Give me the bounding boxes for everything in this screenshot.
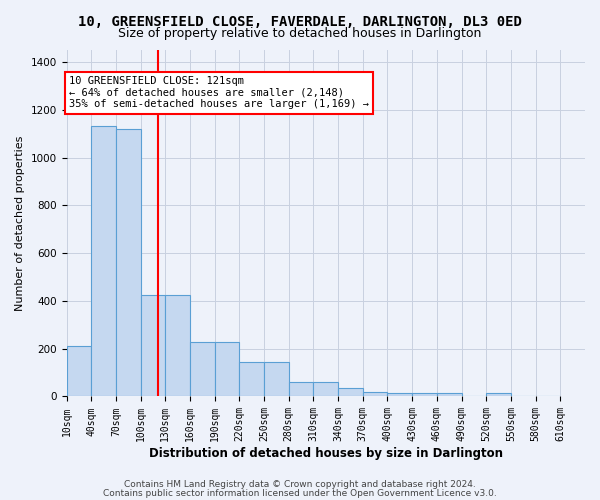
Bar xyxy=(388,393,412,396)
Bar xyxy=(289,382,313,396)
Bar xyxy=(140,295,165,396)
Text: 10, GREENSFIELD CLOSE, FAVERDALE, DARLINGTON, DL3 0ED: 10, GREENSFIELD CLOSE, FAVERDALE, DARLIN… xyxy=(78,15,522,29)
Bar xyxy=(165,295,190,396)
Y-axis label: Number of detached properties: Number of detached properties xyxy=(15,136,25,311)
Bar xyxy=(190,342,215,396)
Text: Contains HM Land Registry data © Crown copyright and database right 2024.: Contains HM Land Registry data © Crown c… xyxy=(124,480,476,489)
Text: Contains public sector information licensed under the Open Government Licence v3: Contains public sector information licen… xyxy=(103,488,497,498)
Bar xyxy=(363,392,388,396)
Text: 10 GREENSFIELD CLOSE: 121sqm
← 64% of detached houses are smaller (2,148)
35% of: 10 GREENSFIELD CLOSE: 121sqm ← 64% of de… xyxy=(69,76,369,110)
Bar xyxy=(338,388,363,396)
Bar xyxy=(412,393,437,396)
Text: Size of property relative to detached houses in Darlington: Size of property relative to detached ho… xyxy=(118,28,482,40)
Bar xyxy=(313,382,338,396)
Bar xyxy=(116,129,140,396)
X-axis label: Distribution of detached houses by size in Darlington: Distribution of detached houses by size … xyxy=(149,447,503,460)
Bar xyxy=(215,342,239,396)
Bar xyxy=(264,362,289,396)
Bar xyxy=(239,362,264,396)
Bar xyxy=(437,393,461,396)
Bar xyxy=(486,393,511,396)
Bar xyxy=(91,126,116,396)
Bar xyxy=(67,346,91,397)
